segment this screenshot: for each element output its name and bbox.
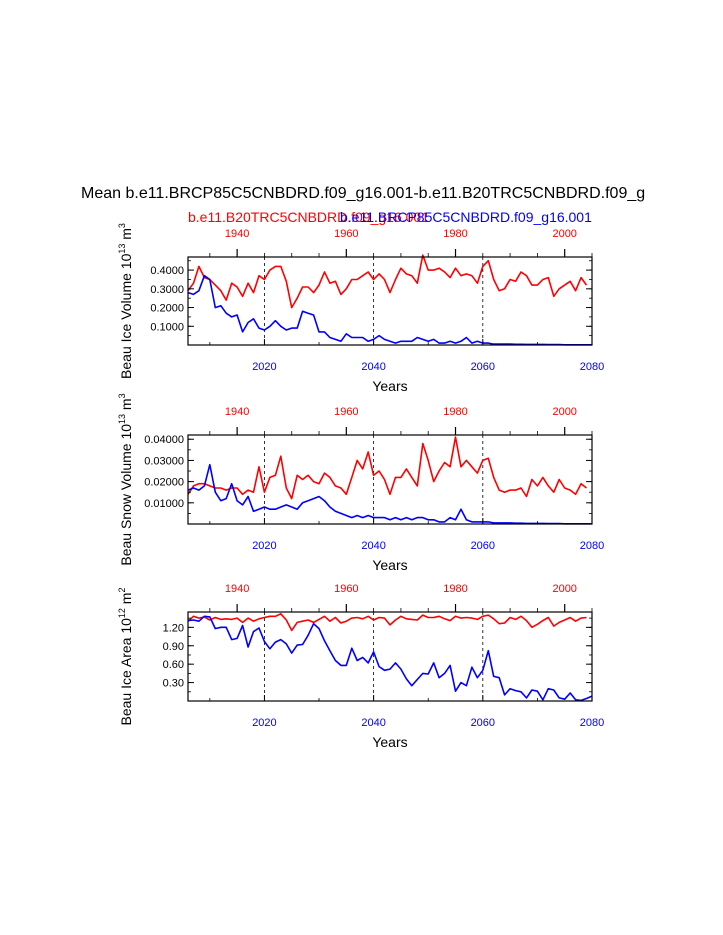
y-tick-label: 0.02000	[144, 477, 184, 489]
series-line-blue	[187, 615, 593, 702]
series-line-blue	[187, 274, 592, 346]
y-axis-label-exp: 13	[117, 244, 127, 254]
x-tick-label-top: 1960	[334, 406, 358, 418]
y-axis-label-text: Beau Snow Volume 10	[118, 424, 134, 566]
y-tick-label: 0.4000	[150, 265, 184, 277]
x-tick-label-top: 1960	[334, 228, 358, 240]
chart-panel-3: 0.30 0.60 0.90 1.20 2020 2040 2060 2080 1940 1960…	[117, 583, 604, 750]
x-tick-label-bottom: 2060	[471, 361, 495, 373]
y-tick-label: 0.60	[163, 659, 184, 671]
x-tick-label-top: 2000	[552, 583, 576, 595]
x-axis-label: Years	[372, 378, 407, 394]
x-tick-label-top: 1980	[443, 583, 467, 595]
x-tick-label-top: 1980	[443, 406, 467, 418]
y-axis-label-exp: 13	[117, 414, 127, 424]
x-tick-label-bottom: 2060	[471, 540, 495, 552]
y-tick-label: 0.1000	[150, 321, 184, 333]
y-tick-label: 0.2000	[150, 303, 184, 315]
series-line-red	[187, 254, 588, 309]
x-tick-label-top: 1940	[225, 406, 249, 418]
x-tick-label-top: 1940	[225, 583, 249, 595]
y-axis-label-unit-exp: 3	[117, 393, 127, 398]
x-tick-label-bottom: 2080	[580, 540, 604, 552]
chart-panel-1: 0.1000 0.2000 0.3000 0.4000 2020 2040 2060 2080…	[117, 223, 604, 394]
y-axis-label: Beau Ice Volume 1013 m3	[117, 223, 134, 379]
legend-red-label: b.e11.B20TRC5CNBDRD.f09_g16.001	[188, 209, 429, 225]
legend-blue-label: b.e11.BRCP85C5CNBDRD.f09_g16.001	[340, 209, 592, 225]
y-tick-label: 0.90	[163, 641, 184, 653]
y-tick-label: 0.3000	[150, 284, 184, 296]
x-axis-label: Years	[372, 557, 407, 573]
x-tick-label-top: 2000	[552, 228, 576, 240]
y-axis-label-text: Beau Ice Volume 10	[118, 253, 134, 379]
x-tick-label-bottom: 2080	[580, 361, 604, 373]
x-tick-label-bottom: 2040	[361, 717, 385, 729]
y-tick-label: 0.03000	[144, 455, 184, 467]
x-tick-label-top: 1980	[443, 228, 467, 240]
y-tick-label: 0.01000	[144, 498, 184, 510]
x-axis-label: Years	[372, 734, 407, 750]
x-tick-label-bottom: 2020	[252, 361, 276, 373]
y-axis-label-unit-exp: 2	[117, 587, 127, 592]
plot-frame	[187, 611, 593, 702]
plot-frame	[187, 434, 593, 525]
y-axis-label-unit: m	[118, 228, 134, 244]
y-axis-label-unit: m	[118, 398, 134, 414]
series-line-red	[187, 612, 587, 632]
page-title: Mean b.e11.BRCP85C5CNBDRD.f09_g16.001-b.…	[81, 185, 646, 202]
y-axis-label-exp: 12	[117, 608, 127, 618]
x-tick-label-top: 2000	[552, 406, 576, 418]
x-tick-label-bottom: 2040	[361, 361, 385, 373]
x-tick-label-bottom: 2040	[361, 540, 385, 552]
x-tick-label-top: 1940	[225, 228, 249, 240]
y-tick-label: 0.30	[163, 678, 184, 690]
y-axis-label-unit-exp: 3	[117, 223, 127, 228]
chart-panel-2: 0.01000 0.02000 0.03000 0.04000 2020 2040 2060…	[117, 393, 604, 573]
y-axis-label-text: Beau Ice Area 10	[118, 618, 134, 726]
x-tick-label-bottom: 2020	[252, 540, 276, 552]
y-axis-label-unit: m	[118, 593, 134, 609]
x-tick-label-top: 1960	[334, 583, 358, 595]
plot-frame	[187, 256, 593, 346]
x-tick-label-bottom: 2020	[252, 717, 276, 729]
x-tick-label-bottom: 2080	[580, 717, 604, 729]
series-line-blue	[187, 463, 592, 525]
x-tick-label-bottom: 2060	[471, 717, 495, 729]
y-axis-label: Beau Snow Volume 1013 m3	[117, 393, 134, 565]
series-line-red	[187, 436, 587, 500]
y-tick-label: 1.20	[163, 622, 184, 634]
y-axis-label: Beau Ice Area 1012 m2	[117, 587, 134, 725]
y-tick-label: 0.04000	[144, 434, 184, 446]
